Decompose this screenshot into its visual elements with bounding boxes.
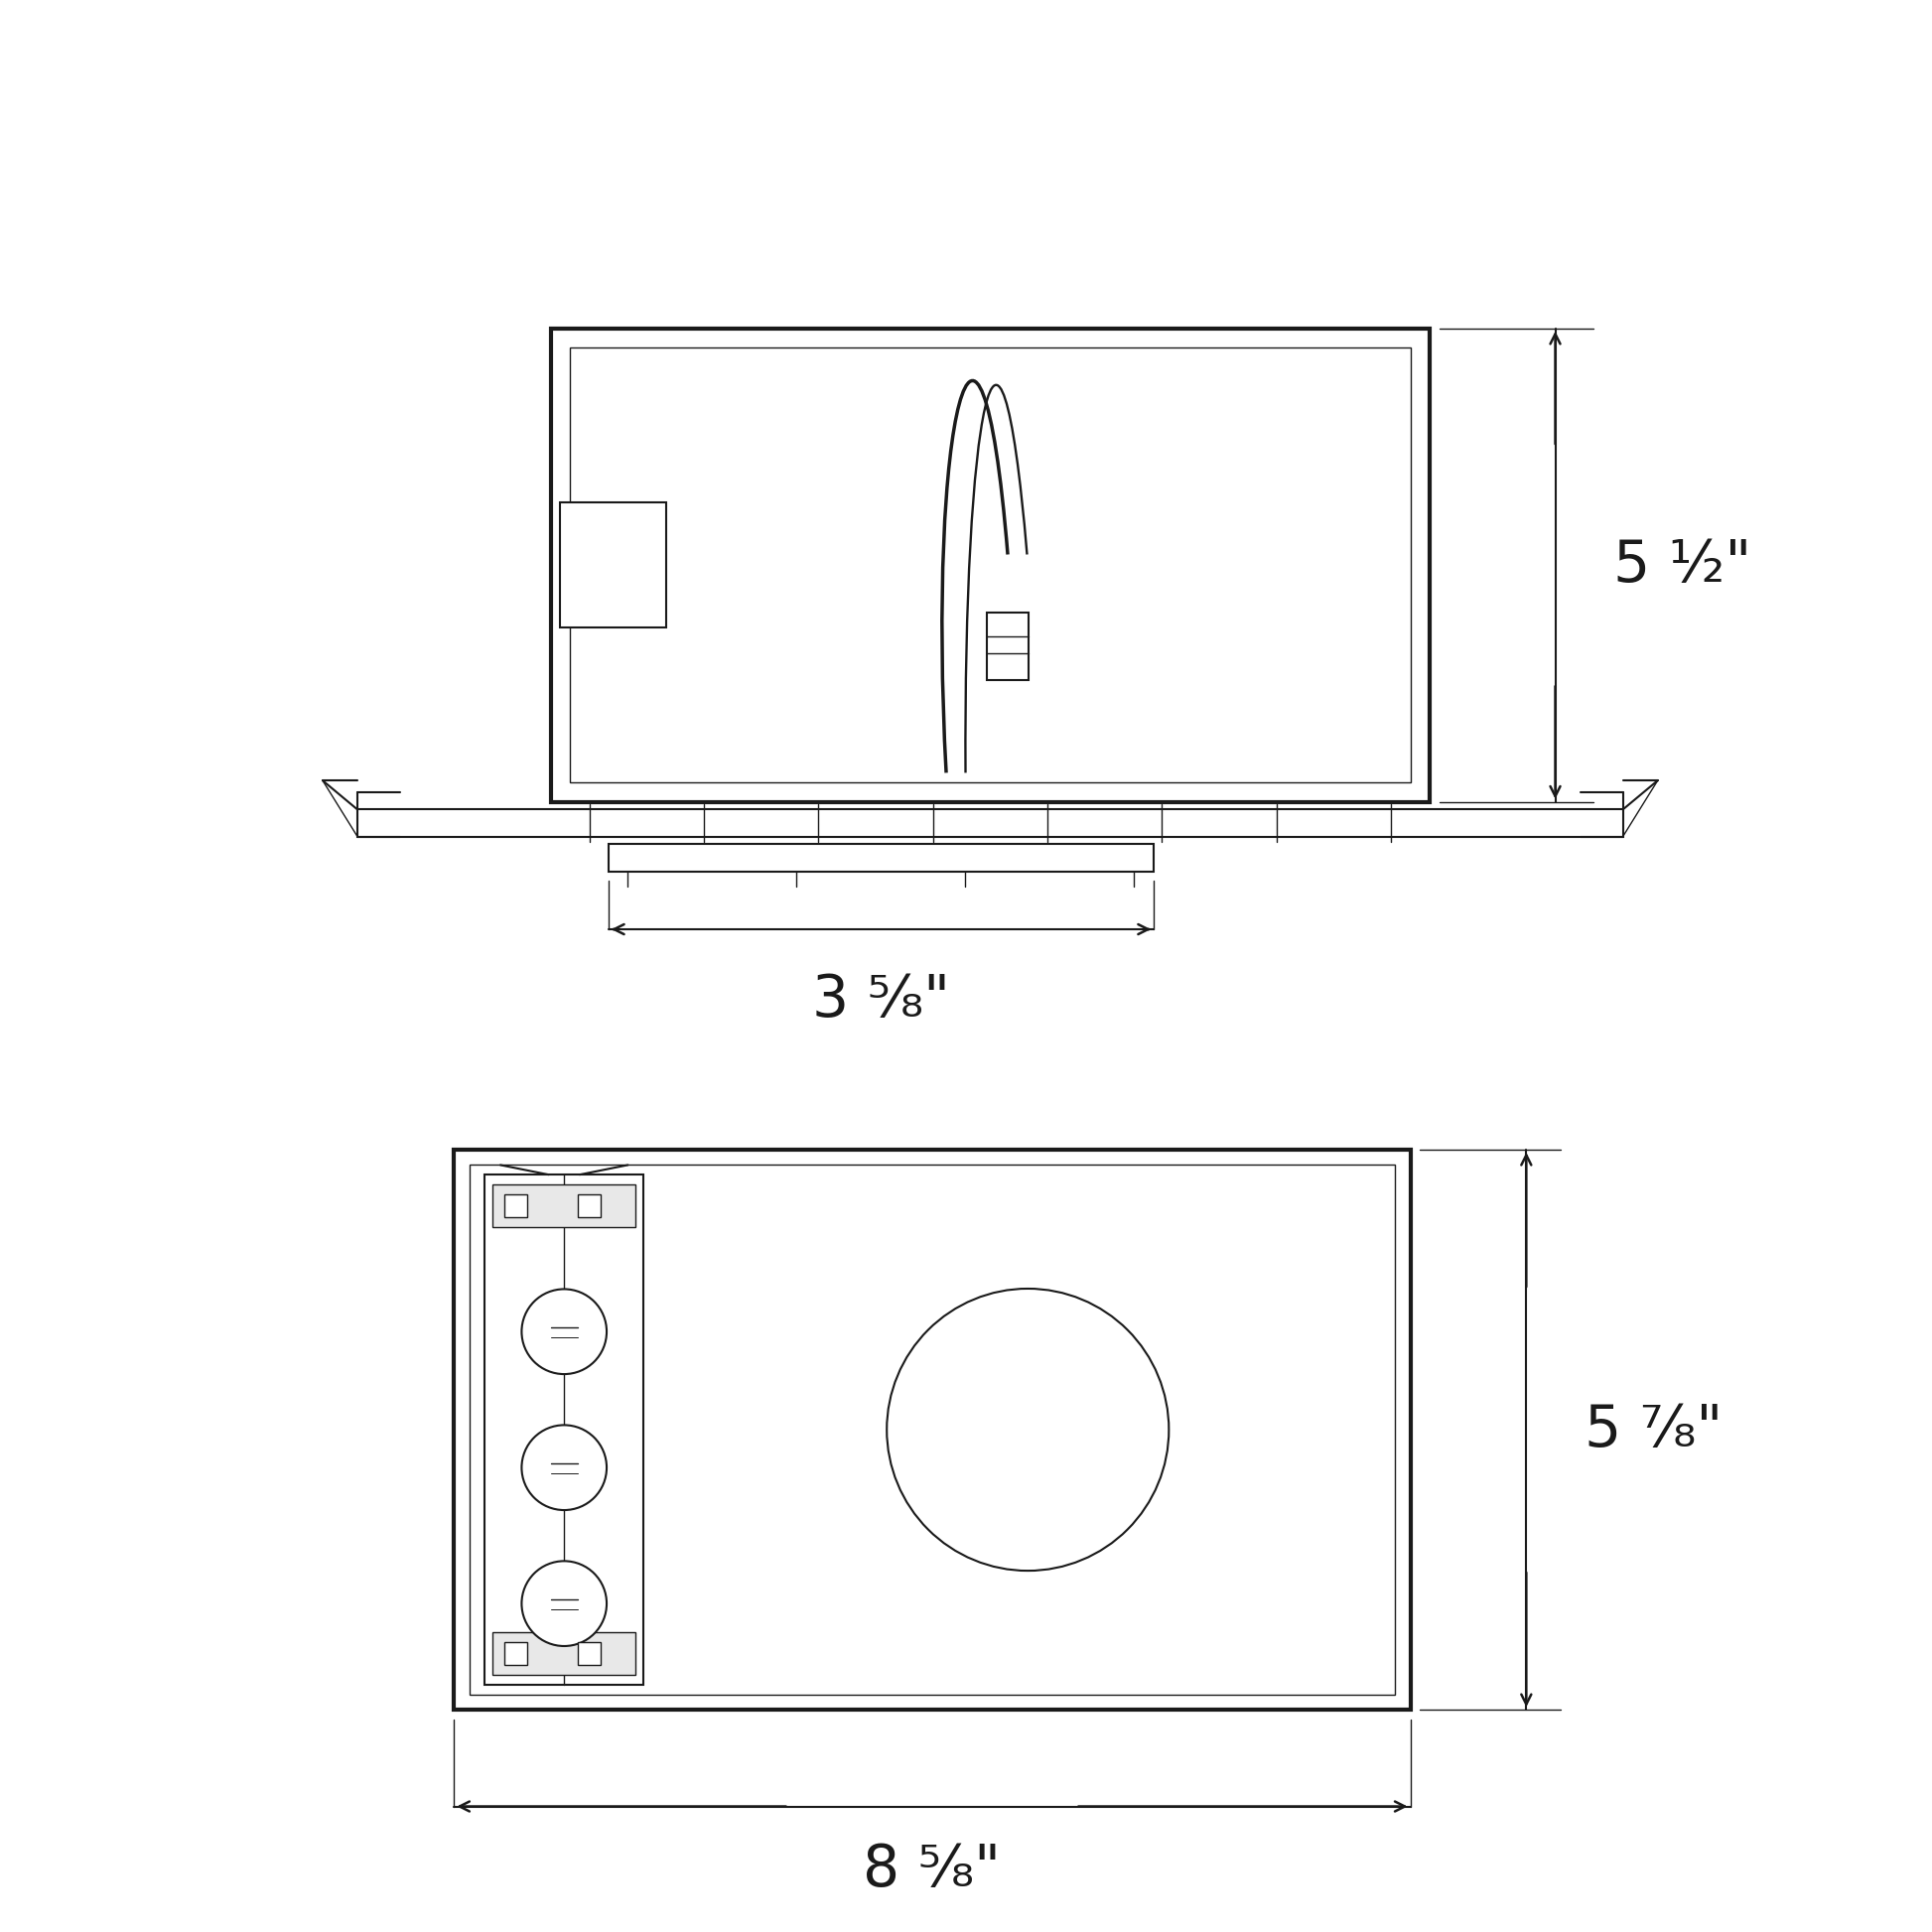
Bar <box>609 844 1153 871</box>
Bar <box>570 348 1410 782</box>
Bar <box>493 1633 636 1675</box>
Text: 3 ⁵⁄₈": 3 ⁵⁄₈" <box>811 972 951 1028</box>
Bar <box>560 502 667 628</box>
Circle shape <box>522 1289 607 1374</box>
Circle shape <box>887 1289 1169 1571</box>
Circle shape <box>522 1561 607 1646</box>
Bar <box>578 1642 601 1665</box>
Text: 5 ½": 5 ½" <box>1613 537 1752 593</box>
Bar <box>551 328 1430 802</box>
Bar <box>504 1194 527 1217</box>
Bar <box>987 612 1030 680</box>
Bar <box>504 1642 527 1665</box>
Bar <box>485 1175 643 1685</box>
Text: 5 ⁷⁄₈": 5 ⁷⁄₈" <box>1584 1401 1723 1459</box>
Bar <box>454 1150 1410 1710</box>
Text: 8 ⁵⁄₈": 8 ⁵⁄₈" <box>864 1841 1001 1897</box>
Circle shape <box>522 1426 607 1511</box>
Bar <box>493 1184 636 1227</box>
Bar <box>469 1165 1395 1694</box>
Bar <box>357 810 1623 837</box>
Bar <box>578 1194 601 1217</box>
